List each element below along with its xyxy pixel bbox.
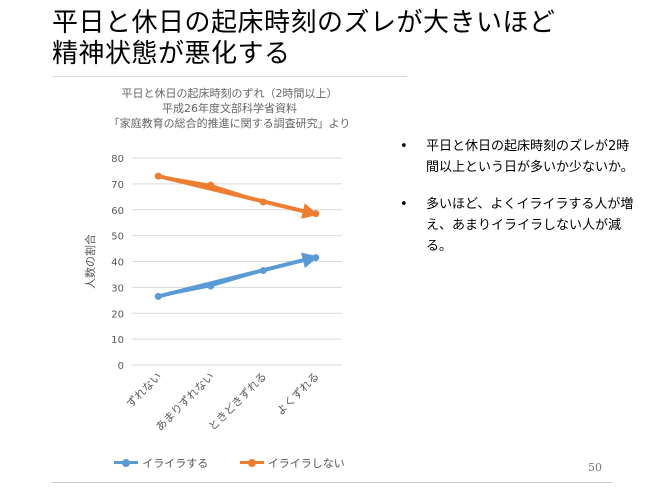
slide-title-line-1: 平日と休日の起床時刻のズレが大きいほど	[52, 8, 556, 38]
chart: 平日と休日の起床時刻のずれ（2時間以上） 平成26年度文部科学省資料 「家庭教育…	[52, 80, 407, 480]
trend-arrow	[156, 174, 319, 219]
bullet-marker: •	[400, 139, 408, 154]
y-tick-label: 80	[111, 154, 124, 165]
y-tick-label: 20	[111, 309, 124, 320]
y-tick-label: 70	[111, 180, 124, 191]
legend-item-irritated: イライラする	[114, 455, 208, 471]
chart-title-line-3: 「家庭教育の総合的推進に関する調査研究」より	[108, 117, 351, 130]
bullet-text: 多いほど、よくイライラする人が増え、あまりイライラしない人が減る。	[426, 197, 634, 254]
legend-label-irritated: イライラする	[142, 456, 209, 470]
y-tick-label: 60	[111, 206, 124, 217]
slide-title-line-2: 精神状態が悪化する	[52, 39, 291, 69]
legend-swatch-irritated	[114, 458, 139, 467]
y-tick-label: 0	[118, 361, 124, 372]
legend-item-not-irritated: イライラしない	[239, 455, 345, 471]
line-chart-svg: 01020304050607080人数の割合ずれないあまりずれないときどきずれる…	[83, 154, 342, 434]
legend-label-not-irritated: イライラしない	[267, 456, 345, 470]
bullet-marker: •	[400, 197, 408, 212]
trend-arrow	[156, 252, 319, 299]
x-tick-label: よくずれる	[274, 370, 322, 418]
legend-swatch-not-irritated	[239, 458, 264, 467]
chart-title: 平日と休日の起床時刻のずれ（2時間以上） 平成26年度文部科学省資料 「家庭教育…	[52, 86, 407, 131]
title-divider	[52, 76, 407, 77]
page-number: 50	[588, 461, 602, 474]
y-tick-label: 10	[111, 335, 124, 346]
footer-divider	[52, 482, 612, 483]
bullet-list: • 平日と休日の起床時刻のズレが2時間以上という日が多いか少ないか。 • 多いほ…	[400, 136, 635, 273]
x-tick-label: ずれない	[124, 370, 164, 410]
bullet-text: 平日と休日の起床時刻のズレが2時間以上という日が多いか少ないか。	[426, 139, 634, 175]
slide-title: 平日と休日の起床時刻のズレが大きいほど 精神状態が悪化する	[52, 8, 632, 70]
chart-title-line-1: 平日と休日の起床時刻のずれ（2時間以上）	[121, 87, 338, 100]
y-axis-label: 人数の割合	[83, 234, 97, 289]
bullet-item: • 多いほど、よくイライラする人が増え、あまりイライラしない人が減る。	[400, 194, 635, 257]
y-tick-label: 40	[111, 258, 124, 269]
chart-title-line-2: 平成26年度文部科学省資料	[162, 102, 297, 115]
bullet-item: • 平日と休日の起床時刻のズレが2時間以上という日が多いか少ないか。	[400, 136, 635, 178]
y-tick-label: 30	[111, 283, 124, 294]
chart-legend: イライラする イライラしない	[52, 454, 407, 471]
y-tick-label: 50	[111, 232, 124, 243]
